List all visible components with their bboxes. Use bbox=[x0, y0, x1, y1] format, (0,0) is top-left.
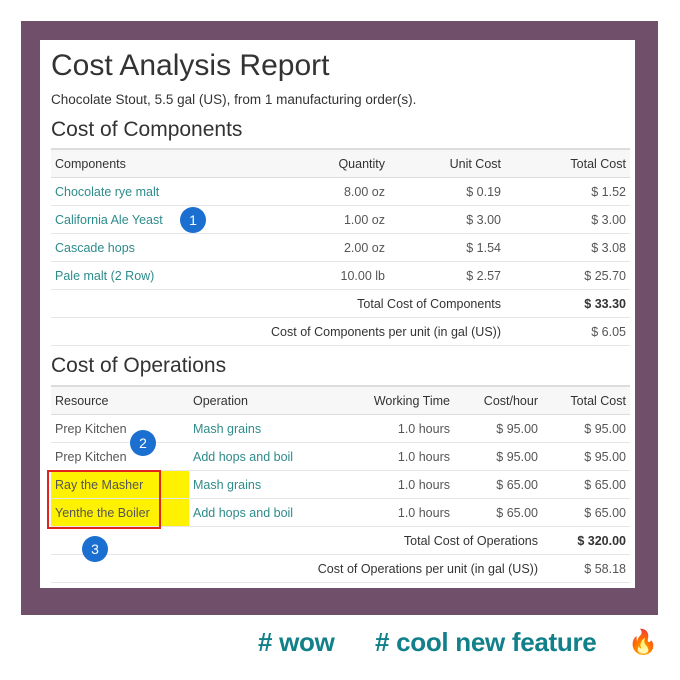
annotation-marker-2: 2 bbox=[130, 430, 156, 456]
component-quantity: 1.00 oz bbox=[281, 205, 389, 234]
operations-per-unit-value: $ 58.18 bbox=[542, 554, 630, 583]
component-quantity: 10.00 lb bbox=[281, 261, 389, 290]
operations-per-unit-label: Cost of Operations per unit (in gal (US)… bbox=[51, 554, 542, 583]
table-row: Ray the Masher Mash grains 1.0 hours $ 6… bbox=[51, 470, 630, 499]
cost-per-hour: $ 95.00 bbox=[454, 442, 542, 471]
operation-link[interactable]: Add hops and boil bbox=[189, 442, 339, 471]
table-row: Prep Kitchen Add hops and boil 1.0 hours… bbox=[51, 442, 630, 471]
component-quantity: 8.00 oz bbox=[281, 177, 389, 206]
total-components-label: Total Cost of Components bbox=[281, 289, 505, 318]
resource-name-highlighted: Ray the Masher bbox=[51, 470, 189, 499]
table-row: Prep Kitchen Mash grains 1.0 hours $ 95.… bbox=[51, 414, 630, 443]
cost-per-hour: $ 65.00 bbox=[454, 498, 542, 527]
resource-name-highlighted: Yenthe the Boiler bbox=[51, 498, 189, 527]
resource-name: Prep Kitchen bbox=[51, 414, 189, 443]
operations-header-row: Resource Operation Working Time Cost/hou… bbox=[51, 385, 630, 415]
table-row: California Ale Yeast 1.00 oz $ 3.00 $ 3.… bbox=[51, 205, 630, 234]
operation-total-cost: $ 65.00 bbox=[542, 498, 630, 527]
operations-section-title: Cost of Operations bbox=[51, 354, 227, 377]
col-header-resource[interactable]: Resource bbox=[51, 385, 189, 415]
table-row: Chocolate rye malt 8.00 oz $ 0.19 $ 1.52 bbox=[51, 177, 630, 206]
total-operations-label: Total Cost of Operations bbox=[339, 526, 542, 555]
operation-link[interactable]: Mash grains bbox=[189, 414, 339, 443]
fire-icon: 🔥 bbox=[628, 629, 658, 656]
col-header-working-time[interactable]: Working Time bbox=[339, 385, 454, 415]
operation-total-cost: $ 95.00 bbox=[542, 414, 630, 443]
col-header-components[interactable]: Components bbox=[51, 148, 281, 178]
components-total-row: Total Cost of Components $ 33.30 bbox=[51, 289, 630, 318]
component-unit-cost: $ 3.00 bbox=[389, 205, 505, 234]
annotation-marker-3: 3 bbox=[82, 536, 108, 562]
table-row: Pale malt (2 Row) 10.00 lb $ 2.57 $ 25.7… bbox=[51, 261, 630, 290]
operation-link[interactable]: Mash grains bbox=[189, 470, 339, 499]
operations-total-row: Total Cost of Operations $ 320.00 bbox=[51, 526, 630, 555]
total-operations-value: $ 320.00 bbox=[542, 526, 630, 555]
components-per-unit-row: Cost of Components per unit (in gal (US)… bbox=[51, 317, 630, 346]
col-header-quantity[interactable]: Quantity bbox=[281, 148, 389, 178]
working-time: 1.0 hours bbox=[339, 470, 454, 499]
components-section-title: Cost of Components bbox=[51, 118, 243, 141]
components-per-unit-label: Cost of Components per unit (in gal (US)… bbox=[51, 317, 505, 346]
col-header-unit-cost[interactable]: Unit Cost bbox=[389, 148, 505, 178]
total-components-value: $ 33.30 bbox=[505, 289, 630, 318]
hashtag-cool-new-feature: # cool new feature bbox=[375, 627, 597, 657]
components-per-unit-value: $ 6.05 bbox=[505, 317, 630, 346]
resource-name: Prep Kitchen bbox=[51, 442, 189, 471]
table-row: Cascade hops 2.00 oz $ 1.54 $ 3.08 bbox=[51, 233, 630, 262]
component-total-cost: $ 3.00 bbox=[505, 205, 630, 234]
operations-per-unit-row: Cost of Operations per unit (in gal (US)… bbox=[51, 554, 630, 583]
cost-analysis-report: Cost Analysis Report Chocolate Stout, 5.… bbox=[40, 40, 635, 588]
hashtag-wow: # wow bbox=[258, 627, 335, 657]
annotation-marker-1: 1 bbox=[180, 207, 206, 233]
operations-table: Resource Operation Working Time Cost/hou… bbox=[51, 385, 630, 583]
table-row: Yenthe the Boiler Add hops and boil 1.0 … bbox=[51, 498, 630, 527]
component-unit-cost: $ 1.54 bbox=[389, 233, 505, 262]
working-time: 1.0 hours bbox=[339, 414, 454, 443]
report-subtitle: Chocolate Stout, 5.5 gal (US), from 1 ma… bbox=[51, 92, 417, 107]
component-total-cost: $ 1.52 bbox=[505, 177, 630, 206]
component-unit-cost: $ 0.19 bbox=[389, 177, 505, 206]
component-unit-cost: $ 2.57 bbox=[389, 261, 505, 290]
component-quantity: 2.00 oz bbox=[281, 233, 389, 262]
cost-per-hour: $ 95.00 bbox=[454, 414, 542, 443]
component-total-cost: $ 3.08 bbox=[505, 233, 630, 262]
col-header-cost-hour[interactable]: Cost/hour bbox=[454, 385, 542, 415]
annotation-red-box bbox=[47, 470, 161, 529]
operation-total-cost: $ 95.00 bbox=[542, 442, 630, 471]
working-time: 1.0 hours bbox=[339, 442, 454, 471]
operation-link[interactable]: Add hops and boil bbox=[189, 498, 339, 527]
component-link[interactable]: Cascade hops bbox=[51, 233, 281, 262]
component-total-cost: $ 25.70 bbox=[505, 261, 630, 290]
operation-total-cost: $ 65.00 bbox=[542, 470, 630, 499]
cost-per-hour: $ 65.00 bbox=[454, 470, 542, 499]
report-title: Cost Analysis Report bbox=[51, 49, 330, 82]
col-header-total-cost[interactable]: Total Cost bbox=[542, 385, 630, 415]
component-link[interactable]: Pale malt (2 Row) bbox=[51, 261, 281, 290]
component-link[interactable]: Chocolate rye malt bbox=[51, 177, 281, 206]
working-time: 1.0 hours bbox=[339, 498, 454, 527]
col-header-operation[interactable]: Operation bbox=[189, 385, 339, 415]
components-table: Components Quantity Unit Cost Total Cost… bbox=[51, 148, 630, 346]
component-link[interactable]: California Ale Yeast bbox=[51, 205, 281, 234]
col-header-total-cost[interactable]: Total Cost bbox=[505, 148, 630, 178]
components-header-row: Components Quantity Unit Cost Total Cost bbox=[51, 148, 630, 178]
